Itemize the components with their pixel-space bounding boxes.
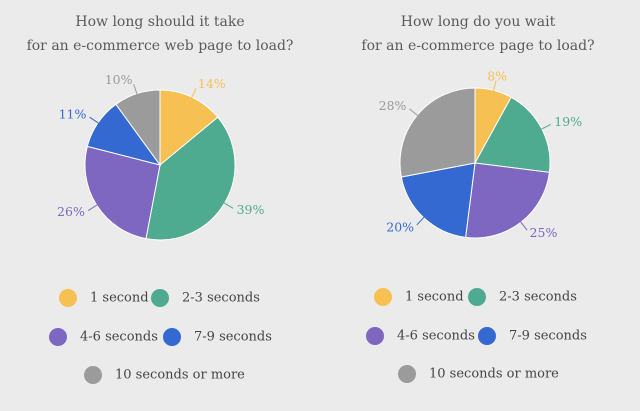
legend-swatch: [151, 289, 169, 307]
data-label: 39%: [237, 202, 265, 217]
data-label: 11%: [59, 106, 87, 121]
legend-swatch: [163, 328, 181, 346]
leader-line: [89, 116, 100, 125]
legend-label: 4-6 seconds: [80, 330, 158, 345]
legend-swatch: [84, 366, 102, 384]
legend-swatch: [59, 289, 77, 307]
data-label: 20%: [386, 219, 414, 234]
data-label: 26%: [57, 204, 85, 219]
data-label: 14%: [198, 76, 226, 91]
legend-label: 2-3 seconds: [499, 290, 577, 305]
chart-title: How long should it take: [75, 14, 244, 30]
legend-swatch: [478, 327, 496, 345]
data-label: 10%: [105, 72, 133, 87]
legend-swatch: [398, 365, 416, 383]
leader-line: [133, 84, 138, 96]
data-label: 28%: [379, 98, 407, 113]
leader-line: [190, 87, 197, 100]
leader-line: [222, 201, 234, 209]
legend-swatch: [468, 288, 486, 306]
leader-line: [519, 220, 528, 231]
chart-title: for an e-commerce web page to load?: [27, 38, 294, 54]
legend-label: 7-9 seconds: [509, 329, 587, 344]
data-label: 8%: [487, 68, 507, 83]
legend-label: 10 seconds or more: [429, 367, 559, 382]
legend-label: 4-6 seconds: [397, 329, 475, 344]
leader-line: [492, 80, 497, 93]
legend-swatch: [49, 328, 67, 346]
leader-line: [87, 203, 99, 211]
legend-label: 1 second: [405, 290, 464, 305]
legend-label: 2-3 seconds: [182, 291, 260, 306]
pie-slice: [399, 87, 476, 178]
legend-label: 7-9 seconds: [194, 330, 272, 345]
data-label: 25%: [530, 225, 558, 240]
leader-line: [539, 123, 551, 131]
legend-label: 1 second: [90, 291, 149, 306]
chart-title: for an e-commerce page to load?: [361, 38, 594, 54]
chart-title: How long do you wait: [401, 14, 556, 30]
leader-line: [409, 108, 420, 117]
legend-label: 10 seconds or more: [115, 368, 245, 383]
legend-swatch: [374, 288, 392, 306]
data-label: 19%: [554, 114, 582, 129]
legend-swatch: [366, 327, 384, 345]
leader-line: [416, 215, 426, 226]
